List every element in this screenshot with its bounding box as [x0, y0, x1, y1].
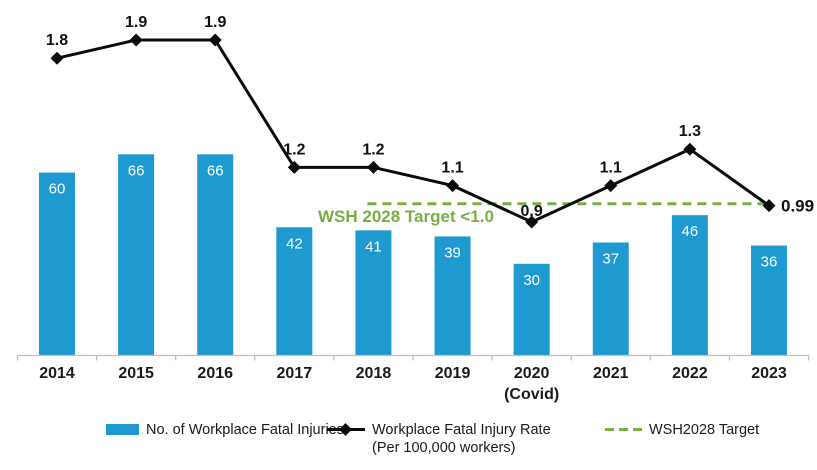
target-annotation: WSH 2028 Target <1.0: [318, 207, 494, 226]
x-axis-label-2022: 2022: [672, 365, 708, 382]
bar-value-label-2020: 30: [523, 272, 540, 289]
line-point-marker-2019: [446, 179, 460, 193]
legend-label-wsh-target: WSH2028 Target: [649, 422, 760, 438]
legend-label-injury-rate-line1: Workplace Fatal Injury Rate: [372, 422, 551, 438]
bar-value-label-2017: 42: [286, 235, 303, 252]
bar-2017: [276, 227, 313, 355]
line-point-label-2017: 1.2: [283, 141, 305, 158]
x-axis-label-2023: 2023: [751, 365, 787, 382]
x-axis-label-2021: 2021: [593, 365, 629, 382]
line-point-marker-2020: [525, 215, 539, 229]
bar-2022: [671, 215, 708, 355]
x-axis-label-2018: 2018: [356, 365, 392, 382]
x-axis-sublabel-2020: (Covid): [504, 386, 559, 403]
bar-2015: [118, 154, 155, 355]
line-point-label-2015: 1.9: [125, 14, 147, 31]
line-point-label-2014: 1.8: [46, 32, 68, 49]
line-point-marker-2015: [129, 33, 143, 47]
bar-value-label-2018: 41: [365, 238, 382, 255]
bar-2023: [750, 245, 787, 355]
injury-rate-line: [56, 38, 770, 224]
line-point-label-2020: 0.9: [521, 203, 543, 220]
line-point-label-2021: 1.1: [600, 160, 622, 177]
x-axis-label-2015: 2015: [118, 365, 154, 382]
line-point-marker-2014: [50, 51, 64, 65]
line-point-marker-2017: [287, 160, 301, 174]
line-point-marker-2022: [683, 142, 697, 156]
rate-end-label: 0.99: [781, 197, 814, 216]
legend-label-fatal-injuries: No. of Workplace Fatal Injuries: [146, 422, 344, 438]
bar-swatch-icon: [106, 424, 139, 435]
bar-value-label-2016: 66: [207, 162, 224, 179]
x-axis-label-2019: 2019: [435, 365, 471, 382]
legend-item-fatal-injuries: No. of Workplace Fatal Injuries: [106, 421, 344, 439]
bar-2018: [355, 230, 392, 355]
legend-label-injury-rate: Workplace Fatal Injury Rate (Per 100,000…: [372, 421, 551, 457]
dashed-line-icon: [605, 428, 642, 431]
x-axis-label-2020: 2020: [514, 365, 550, 382]
bar-value-label-2022: 46: [682, 223, 699, 240]
bar-value-label-2015: 66: [128, 162, 145, 179]
x-axis-label-2014: 2014: [39, 365, 75, 382]
legend-label-injury-rate-line2: (Per 100,000 workers): [372, 440, 516, 457]
bar-2019: [434, 236, 471, 355]
bar-value-label-2021: 37: [602, 251, 619, 268]
bar-2021: [592, 242, 629, 355]
x-axis-label-2016: 2016: [197, 365, 233, 382]
line-point-marker-2018: [366, 160, 380, 174]
bar-2020: [513, 263, 550, 355]
line-point-marker-2016: [208, 33, 222, 47]
legend-item-injury-rate: Workplace Fatal Injury Rate (Per 100,000…: [327, 421, 551, 457]
legend-item-wsh-target: WSH2028 Target: [605, 421, 759, 439]
line-point-label-2019: 1.1: [441, 160, 463, 177]
line-diamond-icon: [327, 422, 365, 436]
bar-value-label-2023: 36: [761, 254, 778, 271]
bar-value-label-2019: 39: [444, 244, 461, 261]
line-point-marker-2021: [604, 179, 618, 193]
bar-2016: [197, 154, 234, 355]
bar-value-label-2014: 60: [49, 181, 66, 198]
line-point-label-2016: 1.9: [204, 14, 226, 31]
x-axis-label-2017: 2017: [277, 365, 313, 382]
bar-2014: [39, 172, 75, 355]
line-point-marker-2023: [762, 199, 776, 213]
line-point-label-2022: 1.3: [679, 123, 701, 140]
diamond-marker-icon: [339, 422, 352, 436]
line-point-label-2018: 1.2: [362, 141, 384, 158]
